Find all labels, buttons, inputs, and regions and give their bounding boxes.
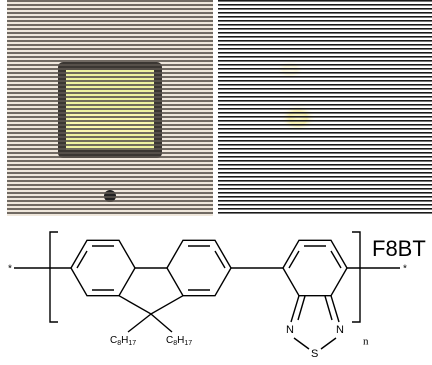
end-left: * xyxy=(8,264,12,275)
text: C xyxy=(110,335,117,346)
atom: N xyxy=(286,324,294,336)
atom: N xyxy=(336,324,344,336)
end-right: * xyxy=(403,264,407,275)
structure: * * n F8BT N S N C8H17 C8H17 xyxy=(8,232,426,360)
atom: S xyxy=(311,348,318,360)
substituent: C8H17 xyxy=(110,335,136,347)
substituent: C8H17 xyxy=(166,335,192,347)
text: H xyxy=(121,335,128,346)
text: 17 xyxy=(128,340,136,347)
text: C xyxy=(166,335,173,346)
text: 17 xyxy=(184,340,192,347)
photo-left xyxy=(7,0,213,216)
repeat-label: n xyxy=(363,336,369,348)
figure: * * n F8BT N S N C8H17 C8H17 xyxy=(0,0,432,365)
photo-right xyxy=(218,0,432,216)
polymer-label: F8BT xyxy=(372,236,426,261)
text: H xyxy=(177,335,184,346)
